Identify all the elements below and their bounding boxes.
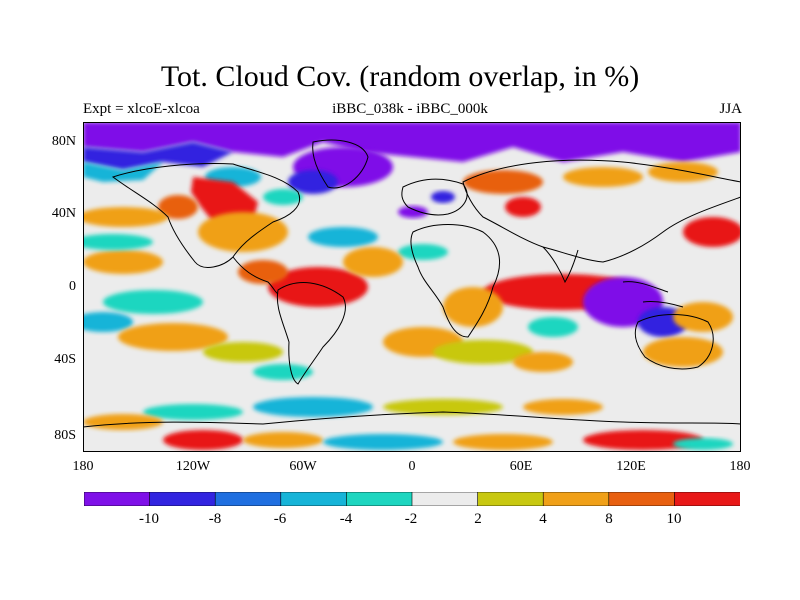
coast-indonesia — [622, 281, 684, 308]
field-region — [383, 399, 503, 415]
x-label-60w: 60W — [289, 459, 317, 474]
field-region — [398, 244, 448, 260]
field-region — [83, 122, 741, 162]
coastlines — [83, 139, 741, 428]
field-region — [158, 195, 198, 219]
x-label-60e: 60E — [509, 459, 533, 474]
field-region — [648, 162, 718, 182]
field-region — [238, 260, 288, 284]
field-region — [431, 191, 455, 203]
colorbar-swatch — [214, 492, 282, 506]
plot-title: Tot. Cloud Cov. (random overlap, in %) — [160, 60, 640, 93]
x-label-120w: 120W — [175, 459, 211, 474]
colorbar-swatch — [346, 492, 413, 506]
coast-australia — [634, 314, 714, 370]
field-region — [673, 302, 733, 332]
field-region — [583, 430, 703, 450]
y-label-80n: 80N — [51, 134, 76, 149]
coast-south-america — [276, 282, 346, 385]
field-region — [203, 342, 283, 362]
experiment-label: Expt = xlcoE-xlcoa — [83, 101, 200, 117]
field-region — [83, 142, 233, 170]
field-region — [683, 217, 741, 247]
y-label-eq: 0 — [69, 279, 76, 294]
colorbar-label-neg2: -2 — [404, 511, 418, 527]
colorbar-label-neg10: -10 — [139, 511, 159, 527]
field-region — [563, 167, 643, 187]
colorbar-swatch — [674, 492, 740, 506]
field-region — [643, 337, 723, 367]
colorbar-swatch — [608, 492, 675, 506]
x-label-120e: 120E — [616, 459, 646, 474]
colorbar-swatch — [477, 492, 544, 506]
field-region — [163, 430, 243, 450]
colorbar-label-neg8: -8 — [208, 511, 222, 527]
x-label-0: 0 — [408, 459, 416, 474]
field-region — [308, 227, 378, 247]
case-label: iBBC_038k - iBBC_000k — [332, 101, 488, 117]
field-region — [288, 170, 338, 194]
field-region — [263, 189, 303, 205]
y-label-80s: 80S — [54, 428, 76, 443]
field-region — [253, 397, 373, 417]
season-label: JJA — [719, 101, 742, 117]
field-region — [253, 364, 313, 380]
coast-africa — [410, 224, 501, 338]
field-region — [83, 207, 168, 227]
y-label-40s: 40S — [54, 352, 76, 367]
colorbar-label-10: 10 — [666, 511, 682, 527]
colorbar-swatch — [84, 492, 151, 506]
anomaly-field — [83, 122, 741, 452]
field-region — [243, 432, 323, 448]
colorbar-label-neg4: -4 — [339, 511, 353, 527]
colorbar-label-4: 4 — [539, 511, 547, 527]
coast-antarctica — [83, 411, 741, 428]
field-region — [513, 352, 573, 372]
field-region — [118, 323, 228, 351]
y-label-40n: 40N — [51, 206, 76, 221]
field-region — [103, 290, 203, 314]
x-label-180e: 180 — [729, 459, 751, 474]
field-region — [83, 414, 163, 430]
colorbar-label-neg6: -6 — [273, 511, 287, 527]
coast-europe — [401, 178, 468, 216]
field-region — [143, 404, 243, 420]
cloud-cover-map — [83, 122, 741, 452]
x-label-180w: 180 — [72, 459, 94, 474]
map-frame — [83, 122, 741, 452]
field-region — [83, 162, 163, 182]
map-panel — [83, 122, 741, 452]
field-region — [323, 434, 443, 450]
colorbar-label-8: 8 — [605, 511, 613, 527]
field-region — [523, 399, 603, 415]
coast-india — [542, 246, 579, 284]
coast-greenland — [312, 139, 369, 189]
field-region — [198, 212, 288, 252]
colorbar — [84, 492, 740, 506]
field-region — [528, 317, 578, 337]
colorbar-swatch — [149, 492, 216, 506]
colorbar-swatch — [411, 492, 479, 506]
field-region — [505, 197, 541, 217]
field-region — [463, 170, 543, 194]
field-region — [443, 287, 503, 327]
field-region — [343, 247, 403, 277]
field-region — [83, 234, 153, 250]
coast-asia — [462, 159, 741, 263]
field-region — [83, 312, 133, 332]
field-region — [433, 340, 533, 364]
field-region — [83, 250, 163, 274]
colorbar-label-2: 2 — [474, 511, 482, 527]
colorbar-swatch — [542, 492, 610, 506]
field-region — [398, 206, 428, 218]
field-region — [453, 434, 553, 450]
coast-central-america — [232, 256, 279, 295]
colorbar-swatch — [280, 492, 348, 506]
coast-north-america — [111, 163, 301, 268]
field-region — [673, 438, 733, 450]
